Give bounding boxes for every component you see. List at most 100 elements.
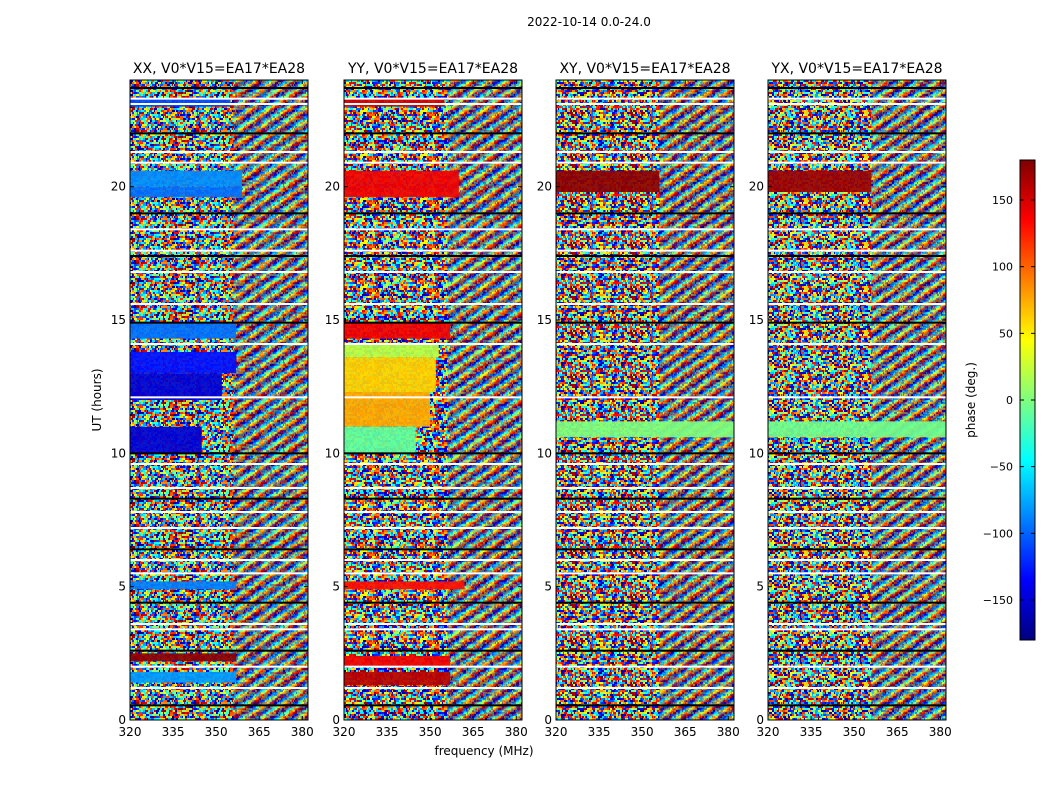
panel-frame: [129, 79, 309, 721]
x-tick-label: 380: [291, 725, 314, 739]
panel-2: YY, V0*V15=EA17*EA28 320 335 350 365 380 0 5 10 1…: [325, 61, 528, 739]
flagged-gap: [768, 511, 946, 513]
flagged-gap: [130, 649, 308, 652]
colorbar-tick-label: −100: [983, 527, 1013, 540]
flagged-gap: [344, 343, 522, 345]
flagged-gap: [344, 687, 522, 689]
panel-1: XX, V0*V15=EA17*EA28 320 335 350 365 380 0 5 10 1…: [111, 61, 314, 739]
flagged-gap: [768, 649, 946, 652]
phase-band: [768, 170, 872, 192]
flagged-gap: [556, 271, 734, 273]
panel-plot-area: [556, 80, 734, 720]
x-tick-label: 320: [119, 725, 142, 739]
x-tick-label: 380: [717, 725, 740, 739]
flagged-gap: [768, 572, 946, 575]
y-axis-label: UT (hours): [90, 368, 104, 431]
flagged-gap: [768, 665, 946, 668]
flagged-gap: [130, 249, 308, 252]
colorbar-tick-label: −150: [983, 594, 1013, 607]
flagged-gap: [344, 396, 522, 399]
flagged-gap: [344, 559, 522, 561]
flagged-gap: [344, 497, 522, 500]
flagged-gap: [556, 151, 734, 153]
y-tick-label: 10: [749, 446, 764, 460]
flagged-gap: [130, 343, 308, 345]
phase-band: [130, 653, 237, 662]
flagged-gap: [556, 601, 734, 604]
flagged-gap: [768, 623, 946, 625]
flagged-gap: [130, 255, 308, 257]
flagged-gap: [556, 463, 734, 465]
flagged-gap: [768, 228, 946, 231]
flagged-gap: [768, 687, 946, 689]
flagged-gap: [130, 161, 308, 164]
panel-frame: [555, 79, 735, 721]
x-tick-label: 335: [376, 725, 399, 739]
flagged-gap: [768, 704, 946, 707]
flagged-gap: [344, 601, 522, 604]
flagged-gap: [130, 665, 308, 668]
phase-fringe-region: [871, 80, 946, 720]
x-tick-label: 380: [929, 725, 952, 739]
y-tick-label: 15: [325, 313, 340, 327]
phase-band: [556, 421, 734, 438]
flagged-gap: [130, 601, 308, 604]
y-tick-label: 5: [332, 580, 340, 594]
phase-band: [768, 421, 946, 438]
flagged-gap: [556, 343, 734, 345]
phase-band: [130, 98, 231, 107]
flagged-gap: [130, 559, 308, 561]
x-tick-label: 365: [462, 725, 485, 739]
x-tick-label: 335: [588, 725, 611, 739]
flagged-gap: [344, 151, 522, 153]
colorbar-tick-label: 150: [992, 194, 1013, 207]
x-tick-label: 350: [419, 725, 442, 739]
flagged-gap: [344, 487, 522, 489]
flagged-gap: [556, 687, 734, 689]
flagged-gap: [556, 665, 734, 668]
x-tick-label: 350: [631, 725, 654, 739]
flagged-gap: [130, 487, 308, 489]
flagged-gap: [768, 497, 946, 500]
phase-band: [344, 170, 459, 198]
panel-title: YX, V0*V15=EA17*EA28: [770, 61, 942, 77]
flagged-gap: [130, 212, 308, 215]
flagged-gap: [344, 623, 522, 625]
flagged-gap: [768, 161, 946, 164]
flagged-gap: [556, 527, 734, 529]
y-tick-label: 10: [537, 446, 552, 460]
flagged-gap: [130, 463, 308, 465]
flagged-gap: [556, 321, 734, 324]
flagged-gap: [344, 103, 522, 105]
flagged-gap: [130, 572, 308, 575]
phase-fringe-region: [659, 80, 734, 720]
flagged-gap: [556, 704, 734, 707]
phase-band: [130, 352, 237, 374]
y-tick-label: 0: [544, 713, 552, 727]
x-tick-label: 350: [843, 725, 866, 739]
x-tick-label: 320: [545, 725, 568, 739]
colorbar-tick-label: 100: [992, 261, 1013, 274]
flagged-gap: [344, 255, 522, 257]
y-tick-label: 10: [325, 446, 340, 460]
y-tick-label: 0: [756, 713, 764, 727]
flagged-gap: [768, 343, 946, 345]
phase-band: [344, 322, 451, 339]
flagged-gap: [344, 97, 522, 100]
flagged-gap: [130, 321, 308, 324]
flagged-gap: [556, 161, 734, 164]
phase-band: [130, 170, 242, 187]
panel-4: YX, V0*V15=EA17*EA28 320 335 350 365 380 0 5 10 1…: [749, 61, 952, 739]
phase-band: [344, 98, 445, 107]
flagged-gap: [768, 601, 946, 604]
x-tick-label: 365: [674, 725, 697, 739]
flagged-gap: [344, 303, 522, 305]
y-tick-label: 0: [118, 713, 126, 727]
colorbar-tick-label: −50: [990, 461, 1013, 474]
flagged-gap: [130, 548, 308, 551]
flagged-gap: [768, 396, 946, 399]
flagged-gap: [130, 511, 308, 513]
panel-title: XY, V0*V15=EA17*EA28: [559, 61, 730, 77]
flagged-gap: [130, 228, 308, 231]
flagged-gap: [768, 132, 946, 135]
